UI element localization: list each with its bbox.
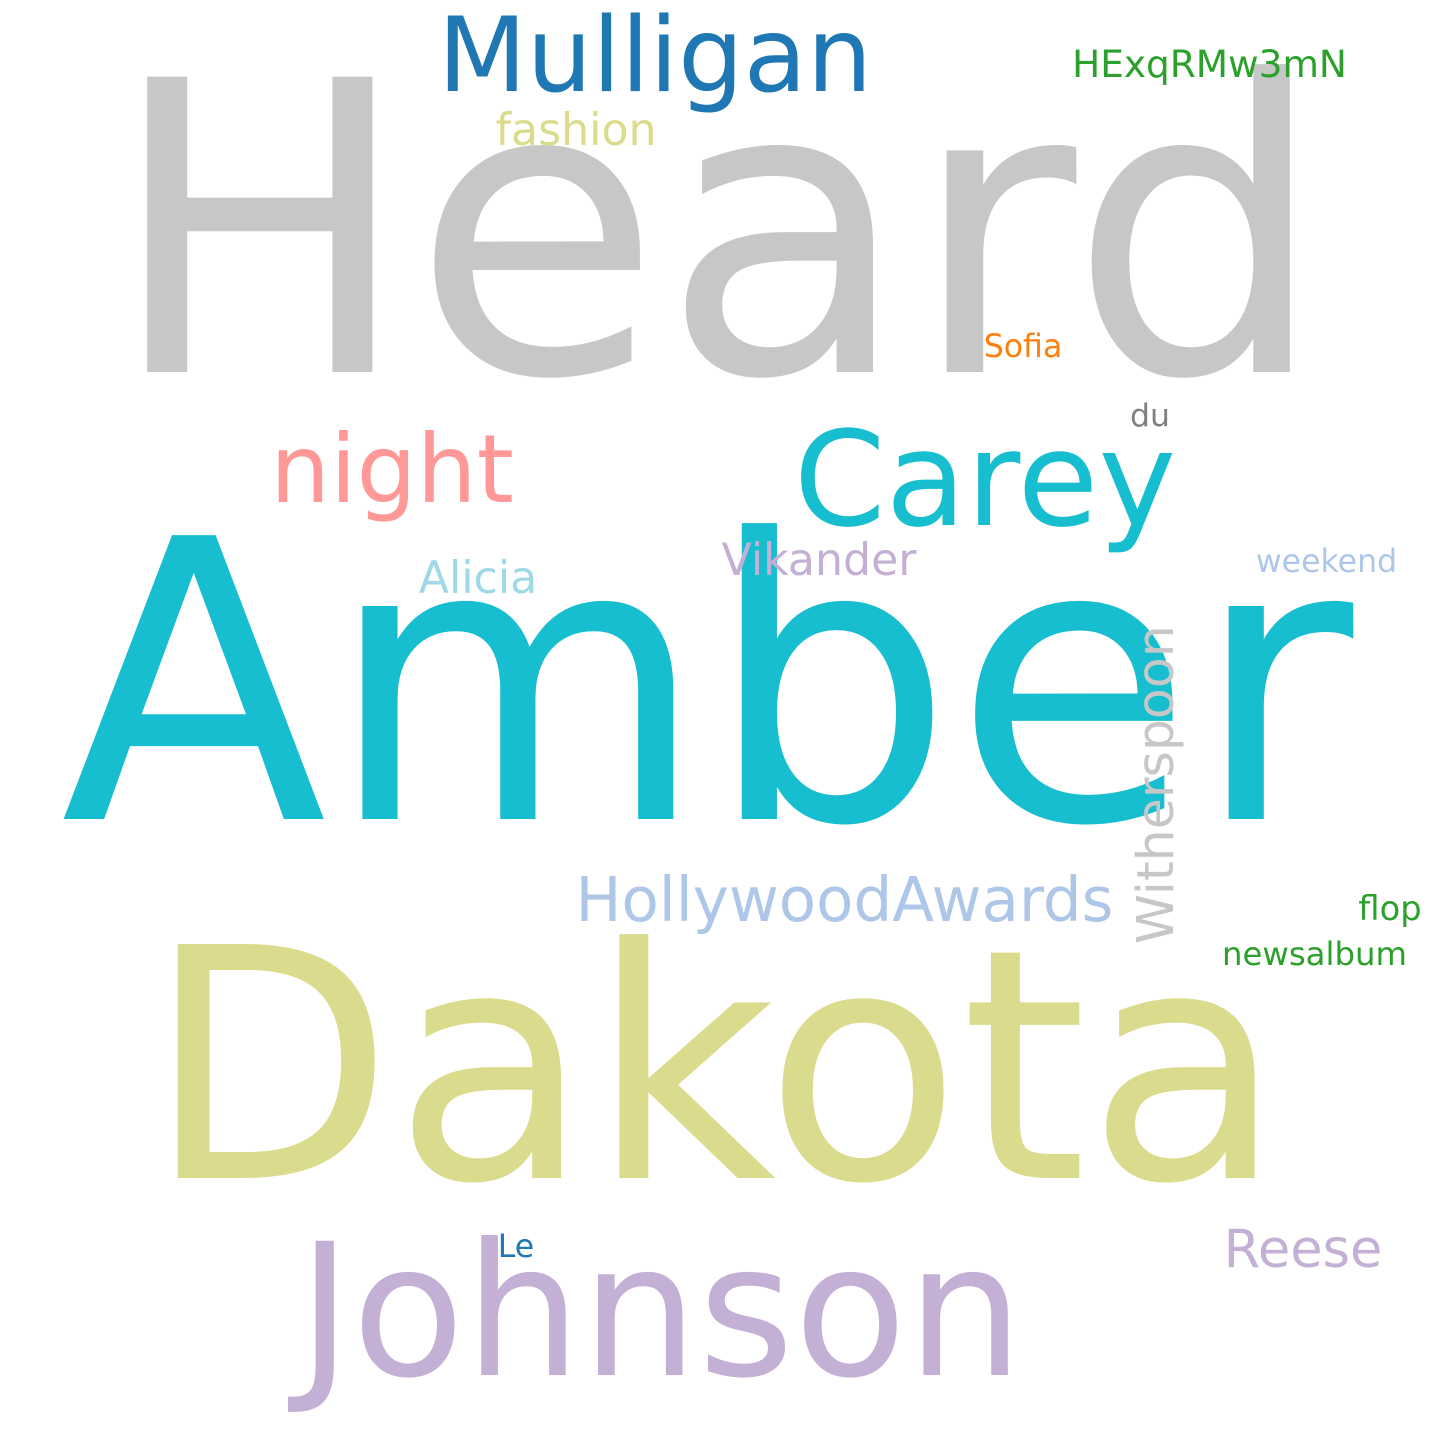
word-sofia: Sofia (983, 329, 1063, 366)
word-mulligan: Mulligan (437, 0, 873, 117)
word-vikander: Vikander (721, 534, 917, 586)
word-le: Le (497, 1229, 535, 1266)
word-heard: Heard (107, 0, 1327, 468)
word-du: du (1130, 398, 1170, 435)
word-hollywoodawards: HollywoodAwards (575, 865, 1114, 937)
word-dakota: Dakota (146, 879, 1284, 1254)
word-alicia: Alicia (418, 552, 538, 604)
word-amber: Amber (60, 457, 1354, 912)
word-witherspoon: Witherspoon (1125, 625, 1185, 945)
word-fashion: fashion (495, 104, 657, 156)
word-reese: Reese (1223, 1218, 1383, 1280)
word-weekend: weekend (1255, 544, 1398, 581)
word-johnson: Johnson (297, 1205, 1024, 1420)
word-newsalbum: newsalbum (1222, 934, 1407, 973)
word-flop: flop (1358, 889, 1422, 929)
word-night: night (270, 414, 514, 525)
word-carey: Carey (793, 403, 1177, 557)
word-hexqrmw3mn: HExqRMw3mN (1072, 42, 1347, 87)
